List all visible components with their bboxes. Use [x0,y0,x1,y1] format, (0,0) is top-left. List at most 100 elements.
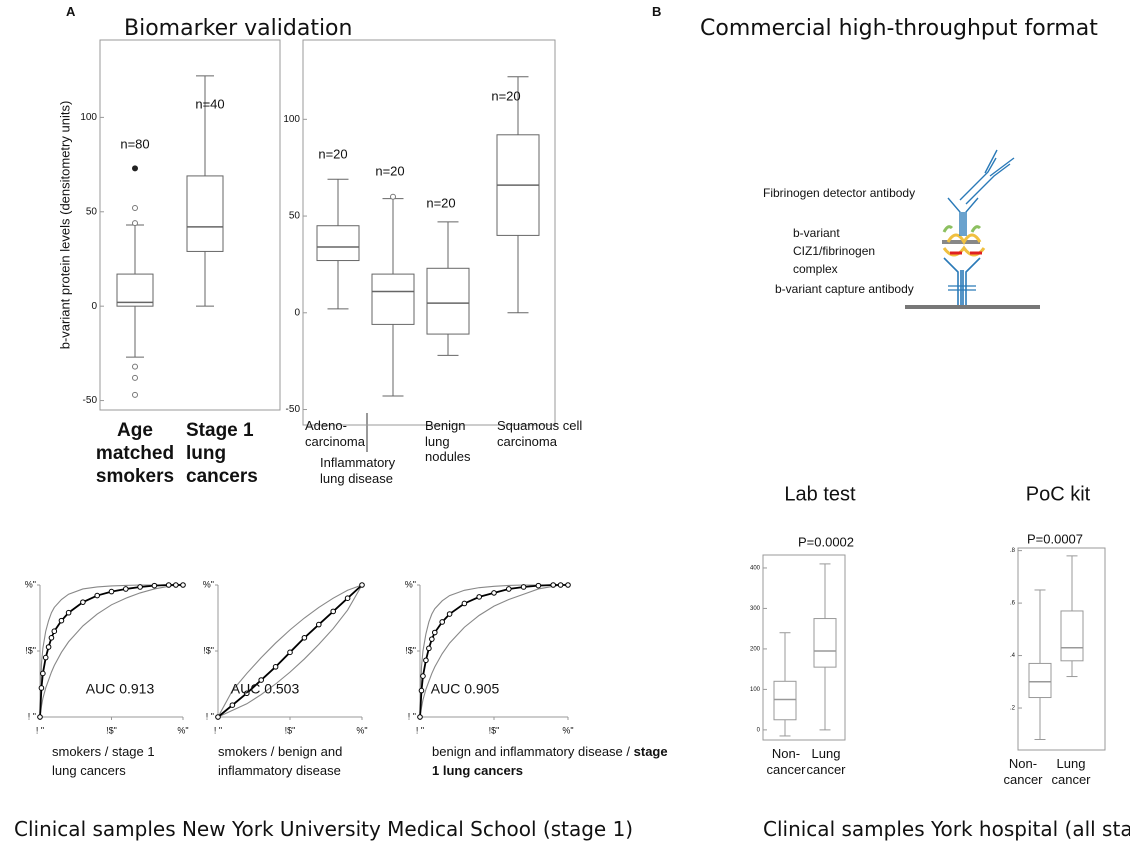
diagram-label: Fibrinogen detector antibody [763,186,915,200]
y-tick-label: .8 [1010,548,1016,554]
y-tick-label: 0 [757,727,761,733]
n-annotation: n=20 [491,88,520,103]
roc-point [433,630,438,635]
roc-point [49,636,54,641]
roc-point [138,585,143,590]
category-label: Non-cancer [1002,756,1044,787]
x-axis-label: smokers / stage 1 lung cancers [52,743,182,781]
p-value: P=0.0007 [1027,531,1083,546]
roc-point [216,715,221,720]
category-label: Squamous cell carcinoma [497,418,601,449]
chart-title: Lab test [784,483,856,505]
x-tick-label: !$" [106,725,117,735]
figure: -50050100b-variant protein levels (densi… [0,0,1130,847]
y-tick-label: .6 [1010,601,1016,607]
diagram-label-line: b-variant [793,224,875,242]
roc-point [507,587,512,592]
p-value: P=0.0002 [798,534,854,549]
box [317,226,359,261]
x-tick-label: %" [177,725,188,735]
roc-point [462,601,467,606]
roc-point [430,637,435,642]
roc-point [46,645,51,650]
y-tick-label: .2 [1010,706,1016,712]
y-tick-label: -50 [286,404,301,415]
n-annotation: n=20 [426,195,455,210]
x-tick-label: ! " [416,725,424,735]
y-tick-label: 400 [750,566,761,572]
roc-point [418,715,423,720]
category-label: Stage 1 lung cancers [186,420,268,488]
y-tick-label: %" [203,579,214,589]
n-annotation: n=40 [195,96,224,111]
diagram-label: b-variant capture antibody [775,282,914,296]
box [814,619,836,668]
roc-point [492,591,497,596]
x-tick-label: ! " [214,725,222,735]
roc-point [273,665,278,670]
category-label: Lung cancer [1050,756,1092,787]
auc-annotation: AUC 0.913 [86,681,155,697]
box [372,274,414,324]
auc-annotation: AUC 0.905 [431,681,500,697]
roc-point [174,583,179,588]
roc-point [230,703,235,708]
roc-curve [40,585,183,717]
diagram-label-line: CIZ1/fibrinogen [793,242,875,260]
box [187,176,223,252]
roc-point [302,636,307,641]
roc-point [477,595,482,600]
category-label: Age matched smokers [82,420,188,488]
roc-point [536,583,541,588]
roc-point [424,658,429,663]
footer: Clinical samples York hospital (all sta [763,817,1130,841]
y-tick-label: 50 [86,206,98,217]
y-tick-label: ! " [28,711,36,721]
y-tick-label: !$" [203,645,214,655]
roc-point [331,609,336,614]
outlier [133,206,138,211]
box [1061,611,1083,661]
roc-point [41,671,46,676]
x-axis-label: smokers / benign and inflammatory diseas… [218,743,378,781]
roc-point [59,618,64,623]
chart-title: PoC kit [1026,483,1091,505]
roc-point [566,583,571,588]
roc-point [317,622,322,627]
n-annotation: n=20 [318,146,347,161]
y-tick-label: 0 [294,307,300,318]
roc-point [66,610,71,615]
y-tick-label: %" [405,579,416,589]
outlier-filled [132,165,138,171]
y-tick-label: .4 [1010,653,1016,659]
roc-point [288,650,293,655]
roc-point [558,583,563,588]
diagram-label-line: complex [793,260,875,278]
roc-point [427,646,432,651]
y-tick-label: !$" [405,645,416,655]
y-tick-label: %" [25,579,36,589]
x-axis-label-text: benign and inflammatory disease / [432,744,630,759]
panel-title: Biomarker validation [124,16,352,42]
x-tick-label: !$" [285,725,296,735]
y-tick-label: -50 [83,395,98,406]
panel-label: A [66,4,75,20]
roc-point [109,589,114,594]
y-tick-label: 50 [289,211,301,222]
box [774,681,796,719]
x-tick-label: %" [356,725,367,735]
auc-annotation: AUC 0.503 [231,681,300,697]
roc-point [440,620,445,625]
x-tick-label: !$" [489,725,500,735]
roc-curve [420,585,568,717]
category-label: Inflammatory lung disease [320,455,418,486]
panel-label: B [652,4,661,20]
roc-point [551,583,556,588]
diagram-label: b-variant CIZ1/fibrinogen complex [793,224,875,278]
y-tick-label: 200 [750,646,761,652]
n-annotation: n=80 [120,136,149,151]
y-tick-label: ! " [206,711,214,721]
roc-point [345,596,350,601]
assay-diagram [905,150,1040,307]
roc-point [52,629,57,634]
